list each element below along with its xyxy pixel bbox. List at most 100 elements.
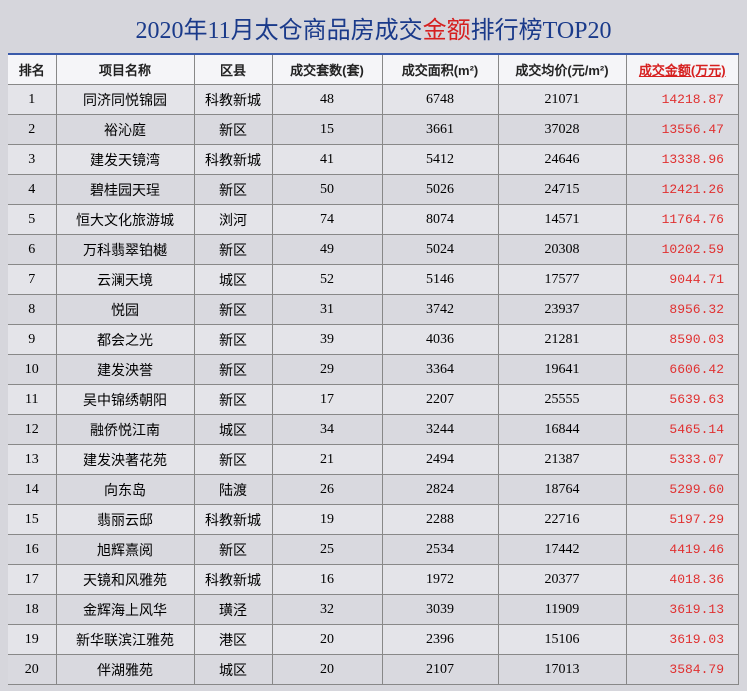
cell-sets: 39 (272, 325, 382, 355)
cell-price: 20377 (498, 565, 626, 595)
cell-price: 37028 (498, 115, 626, 145)
cell-price: 17577 (498, 265, 626, 295)
cell-area: 2534 (382, 535, 498, 565)
cell-amount: 9044.71 (626, 265, 739, 295)
cell-name: 建发泱著花苑 (56, 445, 194, 475)
cell-area: 4036 (382, 325, 498, 355)
cell-rank: 12 (8, 415, 56, 445)
cell-rank: 7 (8, 265, 56, 295)
table-row: 10建发泱誉新区293364196416606.42 (8, 355, 739, 385)
page-title: 2020年11月太仓商品房成交金额排行榜TOP20 (8, 6, 739, 55)
header-area: 成交面积(m²) (382, 55, 498, 85)
cell-area: 8074 (382, 205, 498, 235)
table-row: 9都会之光新区394036212818590.03 (8, 325, 739, 355)
cell-sets: 20 (272, 655, 382, 685)
cell-sets: 29 (272, 355, 382, 385)
cell-district: 新区 (194, 115, 272, 145)
cell-name: 金辉海上风华 (56, 595, 194, 625)
cell-district: 新区 (194, 175, 272, 205)
cell-rank: 10 (8, 355, 56, 385)
cell-name: 同济同悦锦园 (56, 85, 194, 115)
table-container: 2020年11月太仓商品房成交金额排行榜TOP20 排名 项目名称 区县 成交套… (0, 0, 747, 691)
cell-name: 向东岛 (56, 475, 194, 505)
cell-area: 3039 (382, 595, 498, 625)
header-name: 项目名称 (56, 55, 194, 85)
table-row: 5恒大文化旅游城浏河7480741457111764.76 (8, 205, 739, 235)
header-district: 区县 (194, 55, 272, 85)
cell-price: 21071 (498, 85, 626, 115)
cell-amount: 4018.36 (626, 565, 739, 595)
cell-sets: 48 (272, 85, 382, 115)
cell-area: 6748 (382, 85, 498, 115)
cell-sets: 32 (272, 595, 382, 625)
table-row: 18金辉海上风华璜泾323039119093619.13 (8, 595, 739, 625)
cell-sets: 31 (272, 295, 382, 325)
cell-area: 2824 (382, 475, 498, 505)
cell-price: 19641 (498, 355, 626, 385)
table-row: 17天镜和风雅苑科教新城161972203774018.36 (8, 565, 739, 595)
cell-sets: 20 (272, 625, 382, 655)
cell-rank: 17 (8, 565, 56, 595)
cell-price: 22716 (498, 505, 626, 535)
cell-district: 科教新城 (194, 565, 272, 595)
cell-area: 2207 (382, 385, 498, 415)
cell-rank: 18 (8, 595, 56, 625)
cell-amount: 8956.32 (626, 295, 739, 325)
cell-district: 城区 (194, 655, 272, 685)
cell-amount: 10202.59 (626, 235, 739, 265)
cell-area: 3661 (382, 115, 498, 145)
cell-amount: 3619.13 (626, 595, 739, 625)
table-row: 15翡丽云邸科教新城192288227165197.29 (8, 505, 739, 535)
title-post: 排行榜TOP20 (471, 18, 612, 44)
cell-area: 5146 (382, 265, 498, 295)
cell-price: 11909 (498, 595, 626, 625)
cell-sets: 26 (272, 475, 382, 505)
cell-amount: 5465.14 (626, 415, 739, 445)
cell-amount: 13338.96 (626, 145, 739, 175)
cell-amount: 3584.79 (626, 655, 739, 685)
cell-amount: 5197.29 (626, 505, 739, 535)
cell-price: 23937 (498, 295, 626, 325)
cell-area: 1972 (382, 565, 498, 595)
cell-name: 翡丽云邸 (56, 505, 194, 535)
table-header-row: 排名 项目名称 区县 成交套数(套) 成交面积(m²) 成交均价(元/m²) 成… (8, 55, 739, 85)
cell-district: 港区 (194, 625, 272, 655)
cell-district: 城区 (194, 265, 272, 295)
cell-rank: 6 (8, 235, 56, 265)
cell-rank: 14 (8, 475, 56, 505)
table-row: 7云澜天境城区525146175779044.71 (8, 265, 739, 295)
cell-name: 新华联滨江雅苑 (56, 625, 194, 655)
table-row: 6万科翡翠铂樾新区4950242030810202.59 (8, 235, 739, 265)
cell-sets: 41 (272, 145, 382, 175)
cell-rank: 13 (8, 445, 56, 475)
cell-amount: 14218.87 (626, 85, 739, 115)
cell-price: 14571 (498, 205, 626, 235)
cell-sets: 34 (272, 415, 382, 445)
cell-price: 25555 (498, 385, 626, 415)
table-row: 14向东岛陆渡262824187645299.60 (8, 475, 739, 505)
table-row: 13建发泱著花苑新区212494213875333.07 (8, 445, 739, 475)
cell-sets: 25 (272, 535, 382, 565)
table-row: 1同济同悦锦园科教新城4867482107114218.87 (8, 85, 739, 115)
cell-sets: 16 (272, 565, 382, 595)
cell-name: 旭辉熹阅 (56, 535, 194, 565)
cell-area: 5026 (382, 175, 498, 205)
cell-amount: 8590.03 (626, 325, 739, 355)
cell-rank: 16 (8, 535, 56, 565)
cell-area: 3364 (382, 355, 498, 385)
header-amount: 成交金额(万元) (626, 55, 739, 85)
cell-rank: 19 (8, 625, 56, 655)
cell-district: 浏河 (194, 205, 272, 235)
cell-district: 新区 (194, 355, 272, 385)
cell-rank: 4 (8, 175, 56, 205)
cell-district: 城区 (194, 415, 272, 445)
cell-area: 2107 (382, 655, 498, 685)
cell-area: 5024 (382, 235, 498, 265)
cell-price: 18764 (498, 475, 626, 505)
cell-price: 21387 (498, 445, 626, 475)
cell-sets: 52 (272, 265, 382, 295)
cell-amount: 12421.26 (626, 175, 739, 205)
cell-district: 科教新城 (194, 145, 272, 175)
cell-name: 碧桂园天珵 (56, 175, 194, 205)
cell-sets: 15 (272, 115, 382, 145)
